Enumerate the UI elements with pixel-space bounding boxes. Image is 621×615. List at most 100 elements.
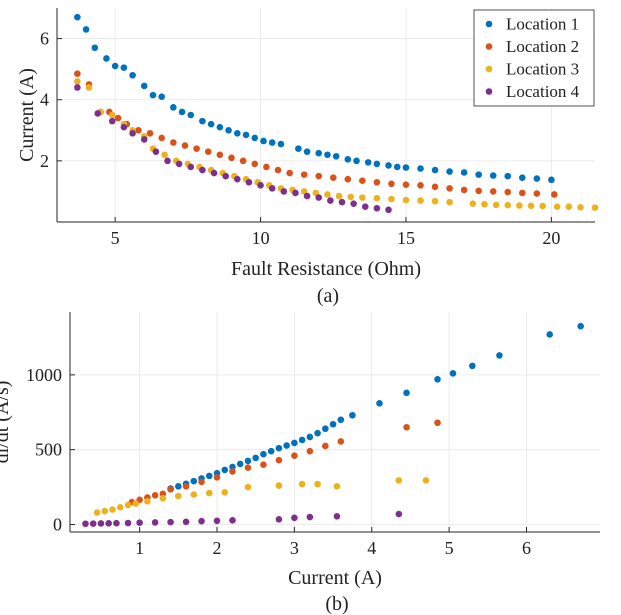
- y-tick-label: 0: [53, 515, 62, 535]
- data-point: [504, 188, 512, 196]
- data-point: [132, 500, 140, 507]
- data-point: [244, 457, 252, 465]
- data-point: [93, 509, 101, 516]
- data-point: [349, 411, 356, 419]
- x-axis-label: Fault Resistance (Ohm): [231, 258, 421, 280]
- data-point: [236, 460, 244, 468]
- data-point: [149, 91, 157, 99]
- data-point: [111, 62, 119, 70]
- data-point: [97, 520, 105, 527]
- data-point: [347, 193, 355, 201]
- data-point: [244, 483, 252, 491]
- data-point: [221, 489, 229, 496]
- x-tick-label: 5: [111, 228, 120, 248]
- x-tick-label: 3: [290, 538, 299, 558]
- x-tick-label: 15: [397, 228, 415, 248]
- data-point: [140, 136, 148, 143]
- data-point: [140, 82, 148, 90]
- data-point: [286, 169, 293, 177]
- data-point: [481, 200, 488, 208]
- data-point: [229, 468, 236, 475]
- data-point: [496, 352, 503, 359]
- data-point: [338, 198, 346, 206]
- legend: Location 1 Location 2 Location 3 Location 4: [473, 9, 595, 107]
- data-point: [170, 104, 177, 111]
- data-point: [292, 189, 299, 197]
- y-tick-label: 2: [40, 151, 49, 171]
- data-point: [199, 166, 206, 174]
- data-point: [242, 131, 250, 139]
- data-point: [205, 472, 213, 480]
- data-point: [376, 399, 383, 407]
- data-point: [417, 165, 424, 172]
- data-point: [116, 504, 124, 511]
- data-point: [434, 419, 441, 427]
- data-point: [504, 201, 512, 209]
- data-point: [151, 492, 159, 499]
- data-point: [533, 175, 541, 182]
- data-point: [314, 480, 321, 488]
- data-point: [268, 185, 276, 192]
- data-point: [178, 108, 186, 116]
- x-tick-label: 5: [445, 538, 454, 558]
- data-point: [516, 202, 523, 209]
- data-point: [151, 519, 159, 526]
- data-point: [91, 44, 99, 52]
- data-point: [431, 197, 439, 205]
- data-point: [298, 480, 306, 488]
- data-point: [385, 206, 392, 214]
- legend-marker: [485, 88, 493, 95]
- x-tick-label: 1: [135, 538, 144, 558]
- data-point: [274, 166, 282, 174]
- data-point: [373, 204, 381, 212]
- data-point: [539, 202, 546, 210]
- data-point: [295, 145, 302, 152]
- data-point: [489, 188, 497, 195]
- data-point: [431, 166, 439, 174]
- x-tick-label: 20: [542, 228, 560, 248]
- series-location-4: [82, 510, 403, 528]
- data-point: [577, 322, 584, 330]
- chart-panel-a: 5 10 15 20 2 4 6 Fault Resistance (Ohm) Current …: [16, 8, 599, 307]
- data-point: [109, 506, 116, 513]
- y-axis-label: di/dt (A/s): [0, 381, 13, 464]
- data-point: [222, 172, 229, 180]
- data-point: [181, 142, 189, 149]
- data-point: [193, 145, 200, 152]
- data-point: [314, 429, 321, 437]
- data-point: [182, 483, 190, 490]
- data-point: [105, 520, 112, 527]
- x-tick-label: 2: [213, 538, 222, 558]
- data-point: [395, 477, 403, 484]
- data-point: [332, 152, 340, 160]
- data-point: [591, 204, 599, 211]
- legend-entry: Location 2: [506, 37, 579, 56]
- series-location-3: [93, 477, 430, 516]
- data-point: [333, 483, 341, 490]
- data-point: [275, 482, 283, 489]
- data-point: [275, 444, 283, 452]
- data-point: [303, 148, 311, 155]
- legend-entry: Location 4: [506, 82, 580, 101]
- data-point: [417, 182, 424, 189]
- data-point: [373, 160, 381, 168]
- data-point: [469, 362, 476, 370]
- data-point: [344, 175, 352, 183]
- data-point: [101, 507, 109, 515]
- data-point: [190, 491, 198, 498]
- data-point: [359, 177, 366, 185]
- data-point: [533, 190, 541, 197]
- data-point: [152, 148, 160, 155]
- series-location-2: [128, 419, 441, 506]
- x-tick-label: 10: [252, 228, 270, 248]
- data-point: [129, 130, 136, 137]
- data-point: [385, 162, 392, 169]
- y-tick-label: 4: [40, 90, 49, 110]
- data-point: [565, 203, 573, 211]
- data-point: [260, 137, 267, 145]
- data-point: [108, 111, 116, 119]
- data-point: [446, 198, 453, 206]
- data-point: [333, 512, 341, 520]
- data-point: [300, 171, 308, 178]
